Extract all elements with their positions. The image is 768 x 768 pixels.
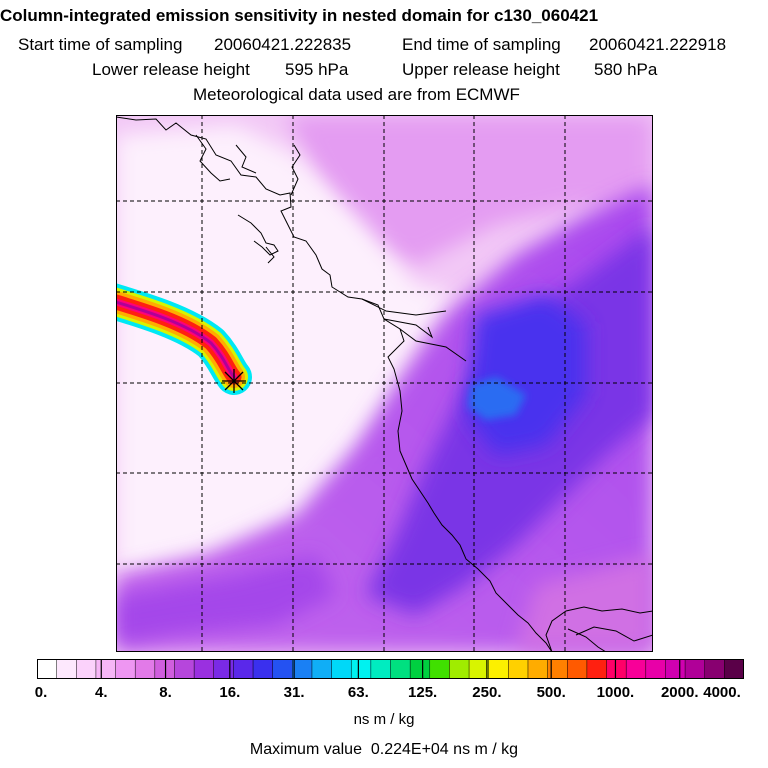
colorbar-cell: [370, 659, 392, 679]
start-time-label: Start time of sampling: [18, 35, 183, 54]
sensitivity-hotspot: [468, 377, 526, 420]
sensitivity-field-southwest: [116, 555, 336, 645]
colorbar-cell: [606, 659, 628, 679]
colorbar-cell: [429, 659, 451, 679]
colorbar-cell: [174, 659, 195, 679]
colorbar-tick-label: 1000.: [596, 684, 635, 701]
colorbar-tick-label: 125.: [408, 684, 438, 701]
colorbar-cell: [292, 659, 313, 679]
emission-plume: [116, 283, 252, 395]
colorbar-tick-label: 63.: [347, 684, 369, 701]
colorbar-cell: [665, 659, 686, 679]
colorbar-cell: [527, 659, 549, 679]
end-time-label: End time of sampling: [402, 35, 561, 54]
colorbar-cell: [586, 659, 608, 679]
map-frame: [116, 115, 653, 652]
colorbar-cell: [331, 659, 353, 679]
colorbar-cell: [704, 659, 726, 679]
colorbar-cell: [390, 659, 411, 679]
sensitivity-field-north: [286, 115, 653, 265]
map-title: Column-integrated emission sensitivity i…: [0, 6, 599, 25]
colorbar-cell: [56, 659, 78, 679]
sensitivity-field-southeast: [516, 555, 653, 652]
graticule: [116, 115, 653, 652]
colorbar-cell: [724, 659, 744, 679]
colorbar-cell: [508, 659, 529, 679]
upper-height-value: 580 hPa: [594, 60, 658, 79]
lower-height-label: Lower release height: [92, 60, 250, 79]
colorbar-cell: [684, 659, 706, 679]
colorbar-tick-label: 2000.: [660, 684, 699, 701]
colorbar-cell: [213, 659, 235, 679]
low-sensitivity-region: [116, 125, 456, 575]
colorbar-tick-label: 250.: [472, 684, 502, 701]
colorbar-cell: [625, 659, 647, 679]
colorbar-cell: [95, 659, 117, 679]
maximum-value: Maximum value 0.224E+04 ns m / kg: [250, 741, 518, 759]
end-time-value: 20060421.222918: [589, 35, 727, 54]
release-point-star: [222, 369, 246, 393]
colorbar-cell: [134, 659, 156, 679]
colorbar-cell: [409, 659, 431, 679]
maximum-value-number: 0.224E+04: [370, 741, 449, 758]
colorbar-tick-label: 4.: [95, 684, 108, 701]
map-panel: [116, 115, 653, 652]
met-data-line: Meteorological data used are from ECMWF: [193, 85, 520, 104]
colorbar-tick-label: 4000.: [703, 684, 741, 701]
colorbar-cell: [272, 659, 294, 679]
colorbar-cell: [252, 659, 274, 679]
maximum-value-label: Maximum value: [249, 741, 362, 758]
colorbar-cell: [37, 659, 58, 679]
colorbar-tick-label: 16.: [219, 684, 241, 701]
lower-height-value: 595 hPa: [285, 60, 349, 79]
colorbar-cell: [76, 659, 97, 679]
coastline: [116, 116, 653, 652]
colorbar-tick-label: 0.: [34, 684, 48, 701]
colorbar-tick-label: 31.: [283, 684, 305, 701]
colorbar-cell: [468, 659, 490, 679]
colorbar-cell: [233, 659, 254, 679]
upper-height-label: Upper release height: [402, 60, 560, 79]
colorbar-units: ns m / kg: [353, 711, 415, 728]
maximum-value-units: ns m / kg: [453, 741, 519, 758]
colorbar-cell: [311, 659, 333, 679]
colorbar-cell: [193, 659, 215, 679]
colorbar-cell: [115, 659, 137, 679]
colorbar-cell: [350, 659, 372, 679]
colorbar-cell: [488, 659, 510, 679]
colorbar: [37, 659, 744, 679]
colorbar-cell: [449, 659, 470, 679]
colorbar-cell: [645, 659, 667, 679]
colorbar-cell: [567, 659, 588, 679]
colorbar-tick-label: 8.: [159, 684, 172, 701]
colorbar-tick-label: 500.: [536, 684, 566, 701]
start-time-value: 20060421.222835: [214, 35, 352, 54]
